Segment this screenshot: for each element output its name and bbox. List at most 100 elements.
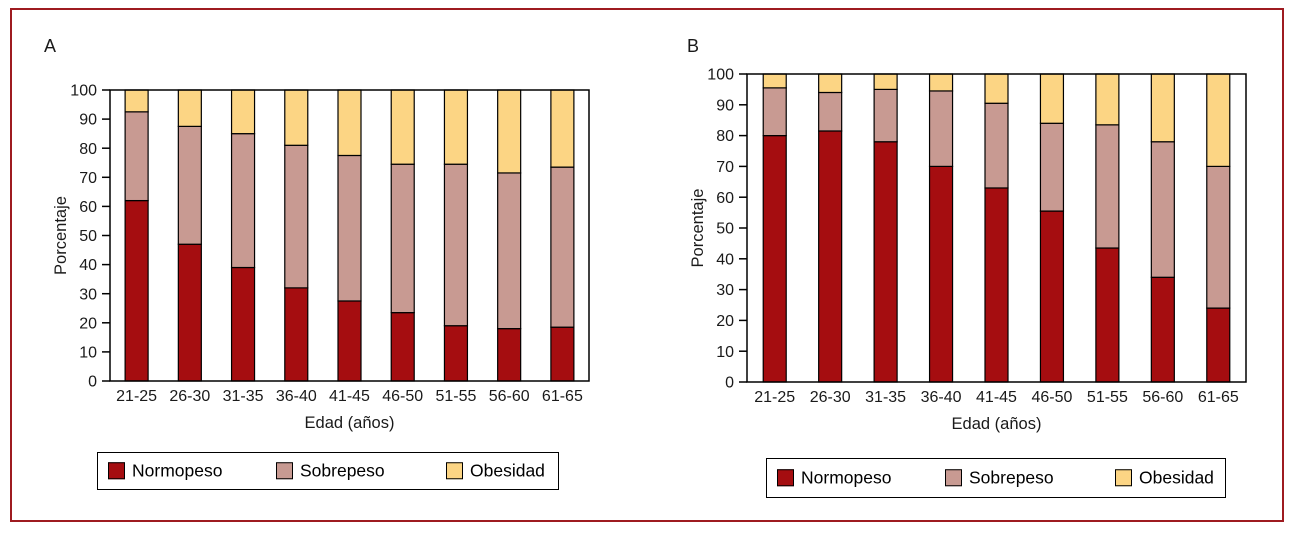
- x-tick-label-A: 51-55: [435, 388, 476, 405]
- legend-chip-obesidad: [446, 462, 463, 480]
- bar-segment-A-21-25-Obesidad: [124, 89, 149, 113]
- x-axis-title-B: Edad (años): [952, 415, 1042, 433]
- y-tick-label-B: 90: [716, 97, 734, 114]
- legend-label-sobrepeso: Sobrepeso: [969, 467, 1054, 488]
- bar-segment-A-41-45-Normopeso: [337, 300, 362, 382]
- bar-segment-A-41-45-Sobrepeso: [337, 154, 362, 302]
- bar-segment-B-41-45-Sobrepeso: [984, 102, 1009, 189]
- legend-chart-b: Normopeso Sobrepeso Obesidad: [766, 458, 1226, 498]
- bar-segment-A-26-30-Normopeso: [177, 243, 202, 382]
- legend-chip-normopeso: [777, 469, 794, 487]
- x-tick-label-B: 51-55: [1087, 389, 1128, 406]
- x-tick-label-B: 36-40: [921, 389, 962, 406]
- bar-segment-A-36-40-Obesidad: [284, 89, 309, 146]
- x-tick-label-B: 31-35: [865, 389, 906, 406]
- bar-segment-B-51-55-Obesidad: [1095, 73, 1120, 126]
- y-tick-label-B: 10: [716, 344, 734, 361]
- y-tick-label-B: 100: [707, 67, 734, 84]
- bar-segment-A-31-35-Obesidad: [230, 89, 256, 135]
- y-tick-label-A: 20: [79, 315, 97, 332]
- x-tick-label-A: 61-65: [542, 388, 583, 405]
- legend-label-normopeso: Normopeso: [801, 467, 892, 488]
- bar-segment-A-51-55-Normopeso: [443, 325, 469, 382]
- y-tick-label-A: 70: [79, 170, 97, 187]
- bar-segment-B-21-25-Obesidad: [762, 73, 787, 89]
- bar-segment-A-36-40-Normopeso: [284, 287, 309, 382]
- x-tick-label-A: 36-40: [276, 388, 317, 405]
- bar-segment-B-26-30-Sobrepeso: [818, 91, 843, 132]
- bar-segment-B-61-65-Obesidad: [1206, 73, 1231, 168]
- x-tick-label-A: 21-25: [116, 388, 157, 405]
- bar-segment-B-46-50-Obesidad: [1039, 73, 1065, 124]
- legend-item-obesidad: Obesidad: [446, 462, 545, 480]
- bar-segment-B-56-60-Obesidad: [1150, 73, 1175, 143]
- bar-segment-A-36-40-Sobrepeso: [284, 144, 309, 289]
- bar-segment-B-36-40-Obesidad: [928, 73, 954, 92]
- x-tick-label-B: 21-25: [754, 389, 795, 406]
- x-tick-label-A: 31-35: [223, 388, 264, 405]
- legend-chart-a: Normopeso Sobrepeso Obesidad: [97, 452, 559, 490]
- bar-segment-A-56-60-Obesidad: [497, 89, 522, 174]
- x-tick-label-B: 46-50: [1031, 389, 1072, 406]
- x-tick-label-B: 61-65: [1198, 389, 1239, 406]
- y-tick-label-A: 50: [79, 228, 97, 245]
- y-tick-label-A: 80: [79, 141, 97, 158]
- bar-segment-B-36-40-Sobrepeso: [928, 90, 954, 168]
- legend-chip-sobrepeso: [945, 469, 962, 487]
- legend-label-obesidad: Obesidad: [470, 460, 545, 481]
- y-tick-label-B: 70: [716, 159, 734, 176]
- y-axis-title-A: Porcentaje: [52, 196, 70, 275]
- legend-item-sobrepeso: Sobrepeso: [945, 469, 1054, 487]
- y-tick-label-A: 10: [79, 345, 97, 362]
- bar-segment-B-61-65-Normopeso: [1206, 307, 1231, 383]
- bar-segment-B-26-30-Obesidad: [818, 73, 843, 94]
- panel-label-a: A: [44, 36, 57, 56]
- y-tick-label-A: 30: [79, 286, 97, 303]
- bar-segment-A-26-30-Sobrepeso: [177, 125, 202, 245]
- bar-segment-B-46-50-Sobrepeso: [1039, 122, 1065, 212]
- y-tick-label-B: 0: [725, 375, 734, 392]
- x-tick-label-A: 56-60: [489, 388, 530, 405]
- bar-segment-B-21-25-Sobrepeso: [762, 87, 787, 137]
- x-tick-label-B: 41-45: [976, 389, 1017, 406]
- y-tick-label-B: 80: [716, 128, 734, 145]
- bar-segment-B-31-35-Normopeso: [873, 141, 898, 383]
- bar-segment-A-61-65-Sobrepeso: [550, 166, 575, 328]
- plot-frame-B: [746, 73, 1247, 383]
- bar-segment-A-56-60-Normopeso: [497, 328, 522, 382]
- bar-segment-B-31-35-Sobrepeso: [873, 88, 898, 143]
- bar-segment-A-46-50-Normopeso: [390, 312, 415, 382]
- bar-segment-B-41-45-Obesidad: [984, 73, 1009, 104]
- y-axis-title-B: Porcentaje: [689, 189, 707, 268]
- bar-segment-B-51-55-Normopeso: [1095, 247, 1120, 383]
- bar-segment-B-41-45-Normopeso: [984, 187, 1009, 383]
- bar-segment-A-21-25-Sobrepeso: [124, 111, 149, 202]
- bar-segment-A-31-35-Normopeso: [230, 266, 256, 382]
- bar-segment-A-46-50-Obesidad: [390, 89, 415, 165]
- legend-chip-normopeso: [108, 462, 125, 480]
- y-tick-label-A: 100: [70, 83, 97, 100]
- legend-item-normopeso: Normopeso: [777, 469, 891, 487]
- bar-segment-A-56-60-Sobrepeso: [497, 172, 522, 330]
- bar-segment-A-51-55-Obesidad: [443, 89, 469, 165]
- bar-segment-A-61-65-Normopeso: [550, 326, 575, 382]
- y-tick-label-A: 0: [88, 374, 97, 391]
- bar-segment-B-46-50-Normopeso: [1039, 210, 1065, 383]
- x-tick-label-A: 46-50: [382, 388, 423, 405]
- bar-segment-B-21-25-Normopeso: [762, 135, 787, 383]
- x-tick-label-B: 56-60: [1142, 389, 1183, 406]
- y-tick-label-A: 90: [79, 112, 97, 129]
- bar-segment-A-51-55-Sobrepeso: [443, 163, 469, 327]
- x-tick-label-B: 26-30: [810, 389, 851, 406]
- y-tick-label-B: 60: [716, 190, 734, 207]
- bar-segment-A-61-65-Obesidad: [550, 89, 575, 168]
- bar-segment-B-31-35-Obesidad: [873, 73, 898, 90]
- legend-item-normopeso: Normopeso: [108, 462, 222, 480]
- plot-frame-A: [109, 89, 590, 382]
- x-axis-title-A: Edad (años): [305, 414, 395, 432]
- legend-item-obesidad: Obesidad: [1115, 469, 1214, 487]
- bar-segment-B-51-55-Sobrepeso: [1095, 124, 1120, 249]
- bar-segment-A-21-25-Normopeso: [124, 199, 149, 382]
